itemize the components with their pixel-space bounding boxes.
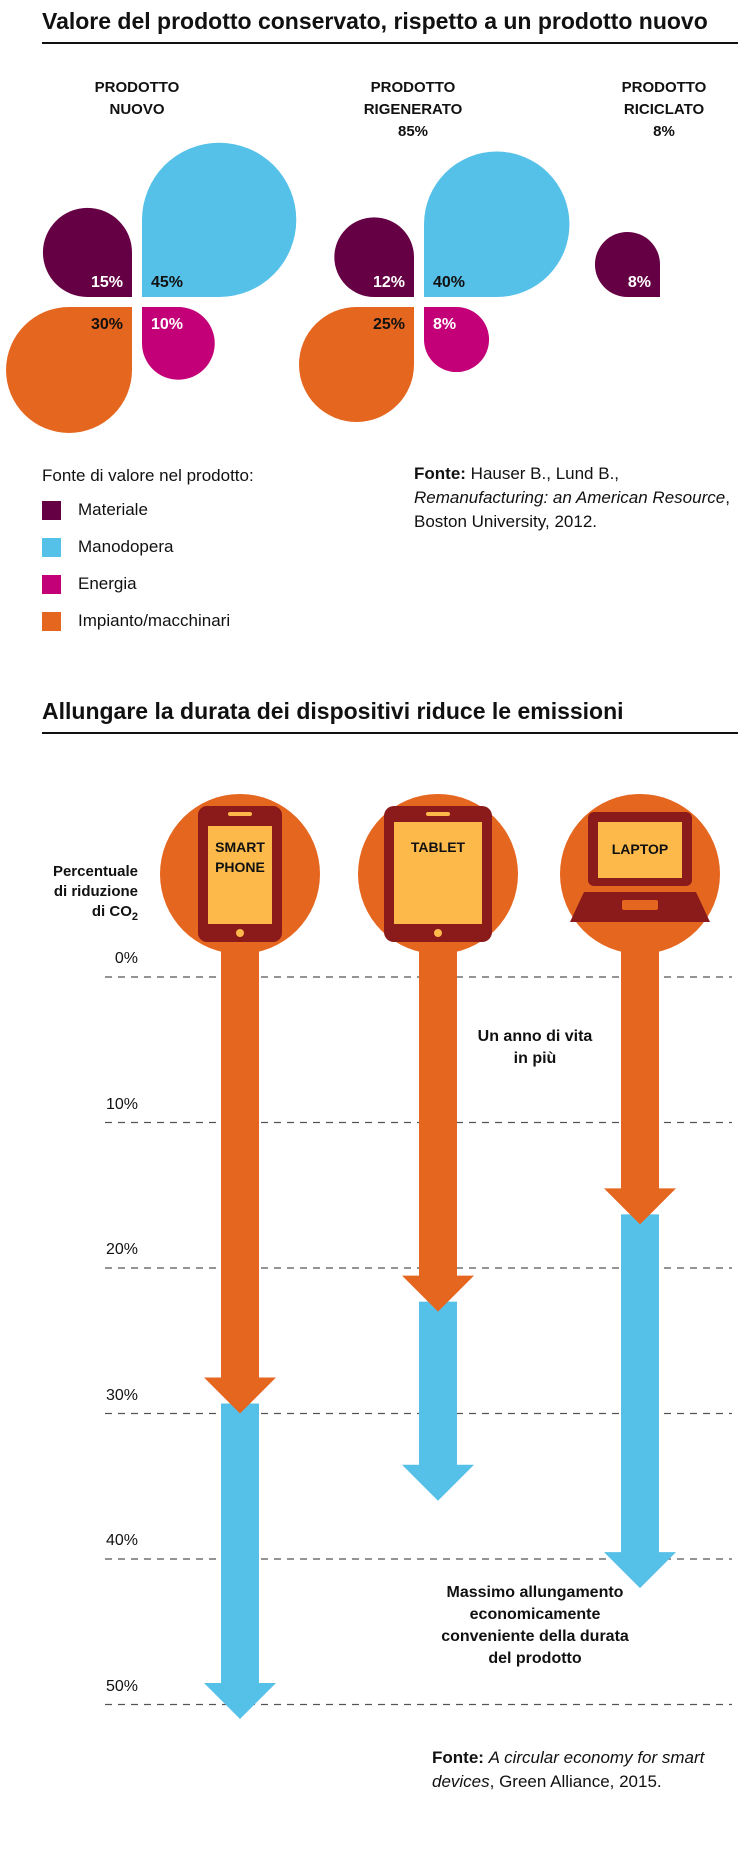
annotation-max: Massimo allungamento economicamente conv… [441, 1584, 629, 1667]
product-label-nuovo: PRODOTTO NUOVO [94, 79, 180, 118]
petal-label-manodopera-1: 40% [433, 274, 465, 291]
annotation-one-year: Un anno di vita in più [477, 1028, 593, 1067]
legend-swatch-manodopera [42, 537, 61, 557]
legend-item-materiale: Materiale [42, 499, 148, 521]
petal-materiale-2 [594, 231, 660, 297]
device-label-smartphone: PHONE [215, 859, 265, 875]
legend-label-energia: Energia [78, 574, 137, 593]
legend-label-impianto: Impianto/macchinari [78, 611, 231, 630]
chart2-source: Fonte: A circular economy for smart devi… [432, 1748, 705, 1791]
petal-label-energia-0: 10% [151, 316, 183, 333]
device-tablet: TABLET [358, 794, 518, 1501]
chart2-title-rule [42, 732, 738, 734]
petal-materiale-0 [42, 207, 132, 297]
arrowhead-one-year-laptop [604, 1188, 676, 1225]
legend-label-materiale: Materiale [78, 500, 148, 519]
bar-one-year-smartphone [221, 930, 259, 1386]
smartphone-icon: SMART PHONE [198, 806, 282, 942]
product-total-rigenerato: 85% [397, 123, 429, 140]
y-tick-3: 30% [105, 1386, 138, 1404]
device-laptop: LAPTOP [560, 794, 720, 1589]
y-tick-1: 10% [105, 1095, 138, 1113]
arrowhead-one-year-tablet [402, 1275, 474, 1312]
product-label-rigenerato: PRODOTTO RIGENERATO [363, 79, 463, 118]
petal-chart: 15% 45% 10% 30% 12% 40% 8% 25% 8% [6, 142, 660, 433]
tablet-icon: TABLET [384, 806, 492, 942]
petal-label-manodopera-0: 45% [151, 274, 183, 291]
y-tick-5: 50% [105, 1677, 138, 1695]
petal-impianto-0 [6, 307, 132, 433]
petal-energia-0 [142, 307, 215, 380]
petal-manodopera-1 [424, 151, 570, 297]
legend-swatch-materiale [42, 500, 61, 520]
bar-one-year-tablet [419, 930, 457, 1284]
product-total-riciclato: 8% [653, 123, 675, 140]
chart1-title: Valore del prodotto conservato, rispetto… [42, 8, 708, 34]
petal-label-impianto-1: 25% [373, 316, 405, 333]
petal-energia-1 [424, 307, 490, 373]
legend-item-manodopera: Manodopera [42, 536, 173, 558]
petal-impianto-1 [299, 307, 414, 422]
arrowhead-max-tablet [402, 1464, 474, 1501]
legend-title: Fonte di valore nel prodotto: [42, 466, 254, 485]
bar-max-tablet [419, 1301, 457, 1467]
laptop-icon: LAPTOP [570, 812, 710, 922]
chart2-title: Allungare la durata dei dispositivi ridu… [42, 698, 624, 724]
petal-label-energia-1: 8% [433, 316, 456, 333]
legend-swatch-energia [42, 574, 61, 594]
petal-label-materiale-1: 12% [373, 274, 405, 291]
product-label-riciclato: PRODOTTO RICICLATO [621, 79, 707, 118]
arrowhead-max-smartphone [204, 1683, 276, 1720]
bar-one-year-laptop [621, 930, 659, 1197]
petal-manodopera-0 [142, 142, 297, 297]
petal-materiale-1 [334, 217, 415, 297]
bar-max-laptop [621, 1214, 659, 1555]
chart1-title-rule [42, 42, 738, 44]
legend-item-impianto: Impianto/macchinari [42, 610, 230, 632]
chart1-source: Fonte: Hauser B., Lund B., Remanufacturi… [414, 464, 730, 531]
legend-label-manodopera: Manodopera [78, 537, 174, 556]
device-label-laptop: LAPTOP [612, 841, 669, 857]
arrowhead-max-laptop [604, 1552, 676, 1589]
y-tick-4: 40% [105, 1532, 138, 1549]
device-label-smartphone: SMART [215, 839, 265, 855]
petal-label-materiale-2: 8% [628, 274, 651, 291]
y-axis-label: Percentuale di riduzione di CO2 [52, 863, 138, 923]
legend-swatch-impianto [42, 611, 61, 631]
y-tick-0: 0% [114, 950, 138, 967]
bar-max-smartphone [221, 1403, 259, 1686]
petal-label-impianto-0: 30% [91, 316, 123, 333]
device-smartphone: SMART PHONE [160, 794, 320, 1720]
petal-label-materiale-0: 15% [91, 274, 123, 291]
y-tick-2: 20% [105, 1241, 138, 1258]
device-label-tablet: TABLET [411, 839, 466, 855]
arrowhead-one-year-smartphone [204, 1377, 276, 1414]
legend-item-energia: Energia [42, 573, 137, 595]
